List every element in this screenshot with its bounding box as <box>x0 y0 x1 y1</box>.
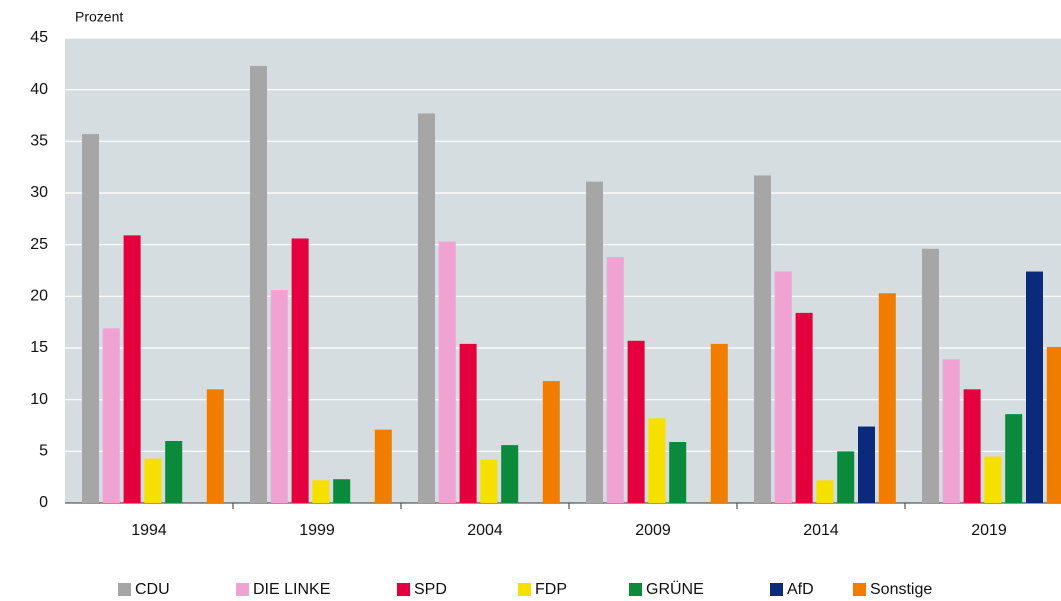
y-tick-label: 45 <box>30 29 48 46</box>
bar <box>542 381 560 503</box>
legend-label: SPD <box>414 581 447 598</box>
bar <box>627 340 645 503</box>
bar <box>291 238 309 503</box>
x-tick-label: 2004 <box>467 522 503 539</box>
bar <box>250 65 267 504</box>
bar <box>922 248 939 503</box>
y-tick-label: 15 <box>30 339 48 356</box>
bar <box>123 235 141 503</box>
y-tick-label: 40 <box>30 81 48 98</box>
legend-label: FDP <box>535 581 567 598</box>
bar <box>1005 414 1023 503</box>
bar <box>102 328 120 503</box>
bar <box>82 134 99 503</box>
y-tick-label: 5 <box>39 443 48 460</box>
bar <box>165 441 183 503</box>
bar <box>942 359 960 503</box>
bar <box>480 459 498 503</box>
bar <box>963 389 981 503</box>
x-tick-label: 1999 <box>299 522 335 539</box>
bar <box>270 290 288 503</box>
y-axis-label: Prozent <box>75 9 123 25</box>
bar <box>984 456 1002 503</box>
legend-swatch <box>118 583 131 596</box>
x-tick-label: 2019 <box>971 522 1007 539</box>
bar <box>816 480 834 503</box>
x-tick-label: 2009 <box>635 522 671 539</box>
bar <box>878 293 896 503</box>
x-tick-label: 2014 <box>803 522 839 539</box>
bar <box>418 113 435 503</box>
bar <box>669 442 687 503</box>
bar <box>710 343 728 503</box>
y-tick-label: 0 <box>39 494 48 511</box>
legend-label: DIE LINKE <box>253 581 330 598</box>
legend-label: AfD <box>787 581 814 598</box>
bar <box>837 451 855 503</box>
bar <box>795 312 813 503</box>
y-tick-label: 30 <box>30 184 48 201</box>
bar <box>459 343 477 503</box>
legend-label: CDU <box>135 581 170 598</box>
bar <box>586 181 603 503</box>
legend-swatch <box>853 583 866 596</box>
legend-swatch <box>236 583 249 596</box>
legend-label: Sonstige <box>870 581 932 598</box>
legend-swatch <box>518 583 531 596</box>
legend-label: GRÜNE <box>646 580 704 598</box>
bar <box>648 418 666 503</box>
y-tick-label: 10 <box>30 391 48 408</box>
bar <box>206 389 224 503</box>
bar <box>774 271 792 503</box>
bar <box>144 458 162 503</box>
bar <box>312 480 330 503</box>
legend-swatch <box>397 583 410 596</box>
bar <box>438 241 456 504</box>
bar <box>501 445 519 503</box>
legend-swatch <box>770 583 783 596</box>
bar <box>754 175 771 503</box>
bar <box>1026 271 1043 503</box>
x-tick-label: 1994 <box>131 522 167 539</box>
bar <box>333 479 351 503</box>
bar <box>606 257 624 503</box>
y-tick-label: 25 <box>30 236 48 253</box>
y-tick-label: 35 <box>30 133 48 150</box>
legend-swatch <box>629 583 642 596</box>
bar <box>374 429 392 503</box>
bar <box>858 426 875 503</box>
y-tick-label: 20 <box>30 288 48 305</box>
bar <box>1046 346 1061 503</box>
